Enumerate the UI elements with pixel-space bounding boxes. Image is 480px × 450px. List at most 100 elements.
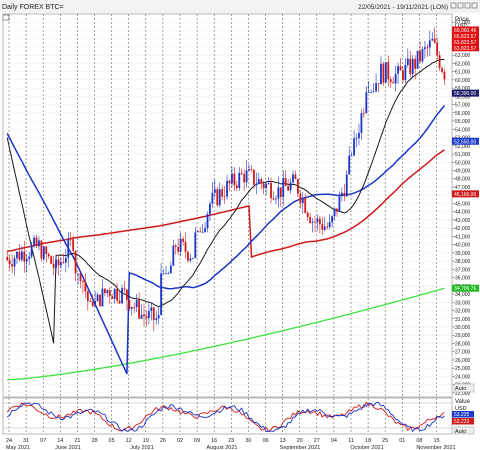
x-day-label: 09 (194, 438, 200, 444)
oscillator-badge-label: 53.225 (454, 412, 470, 418)
candle-body (411, 58, 414, 74)
x-day-label: 05 (109, 438, 115, 444)
ma-mid-line (6, 105, 446, 375)
candle-body (145, 316, 148, 319)
candle-body (421, 49, 424, 62)
candle-body (179, 238, 182, 252)
candle-body (328, 222, 331, 228)
candle-body (177, 247, 180, 252)
price-tick-label: 60,000 (455, 78, 471, 84)
price-panel[interactable] (2, 13, 453, 398)
x-day-label: 24 (6, 438, 12, 444)
oscillator-badge (452, 418, 474, 425)
candle-body (23, 251, 26, 262)
candle-body (157, 315, 160, 319)
candle-body (72, 239, 75, 251)
price-badge-label: 46,166.00 (454, 192, 476, 198)
candle-body (416, 50, 419, 69)
candle-body (228, 180, 231, 184)
candle-body (262, 183, 265, 189)
candle-body (240, 172, 243, 175)
candle-body (270, 182, 272, 199)
candle-body (104, 288, 106, 293)
price-badge (452, 89, 479, 97)
candle-body (182, 238, 184, 242)
price-tick-label: 32,000 (455, 309, 471, 315)
candle-body (64, 257, 67, 263)
price-badge (452, 284, 479, 292)
header-toolbar-icons[interactable] (2, 2, 478, 21)
x-axis-day-labels: 24 31 07 14 21 28 05 12 19 26 02 09 16 23 30 06 13 20 27 04… (6, 438, 440, 444)
candle-body (196, 231, 199, 233)
price-tick-label: 61,000 (455, 70, 471, 76)
x-day-label: 04 (331, 438, 337, 444)
candle-body (96, 294, 99, 302)
candle-body (74, 250, 77, 274)
oscillator-auto-button[interactable]: Auto (455, 429, 466, 435)
price-tick-label: 63,000 (455, 53, 471, 59)
price-auto-button[interactable]: Auto (455, 386, 466, 392)
candle-body (35, 237, 38, 247)
candle-body (297, 178, 299, 194)
candle-body (6, 256, 9, 261)
candle-body (25, 259, 28, 262)
price-tick-label: 49,000 (455, 168, 471, 174)
price-tick-label: 38,000 (455, 259, 471, 265)
candle-body (367, 92, 370, 94)
price-tick-label: 33,000 (455, 300, 471, 306)
candle-body (216, 189, 219, 206)
x-day-label: 23 (228, 438, 234, 444)
candle-body (69, 238, 72, 240)
candle-body (191, 258, 194, 259)
price-badge (452, 190, 479, 198)
chart-title: Daily FOREX BTC= (2, 4, 64, 11)
candle-body (130, 307, 133, 309)
candle-body (20, 251, 23, 260)
price-tick-label: 28,000 (455, 341, 471, 347)
candle-body (253, 169, 255, 185)
candle-body (160, 273, 162, 316)
candle-body (57, 259, 60, 266)
candle-body (111, 296, 114, 299)
candle-body (233, 173, 236, 186)
candle-body (101, 288, 104, 307)
candle-body (118, 300, 121, 304)
candle-body (360, 113, 363, 133)
oscillator-axis-unit: USD (455, 406, 467, 412)
candle-body (184, 241, 187, 253)
candle-body (67, 238, 70, 258)
price-tick-label: 34,000 (455, 292, 471, 298)
candle-body (204, 228, 206, 233)
price-tick-label: 45,000 (455, 201, 471, 207)
price-tick-label: 39,000 (455, 251, 471, 257)
candle-body (165, 273, 167, 275)
price-tick-label: 55,000 (455, 119, 471, 125)
price-badges: 66,060.4665,823.5763,823.5763,823.5758,3… (452, 26, 479, 292)
candle-body (218, 189, 221, 206)
price-tick-label: 54,000 (455, 127, 471, 133)
x-month-label: June 2021 (55, 445, 81, 450)
price-tick-label: 52,000 (455, 144, 471, 150)
price-badge-label: 34,706.76 (454, 286, 476, 292)
price-tick-label: 40,000 (455, 243, 471, 249)
candle-body (370, 92, 373, 94)
candle-body (304, 198, 307, 213)
price-tick-label: 37,000 (455, 267, 471, 273)
price-tick-label: 30,000 (455, 325, 471, 331)
candle-body (309, 216, 312, 223)
candle-body (245, 170, 248, 183)
candle-body (28, 256, 31, 260)
x-day-label: 08 (416, 438, 422, 444)
candle-body (11, 264, 13, 267)
candle-body (299, 193, 302, 203)
candle-body (340, 192, 343, 196)
x-day-label: 20 (297, 438, 303, 444)
candle-body (345, 174, 348, 197)
candle-body (77, 273, 79, 275)
price-axis-label: Price (455, 17, 469, 23)
candle-body (394, 73, 397, 84)
price-badge (452, 137, 479, 145)
candle-body (284, 178, 287, 187)
x-day-label: 02 (177, 438, 183, 444)
price-tick-label: 42,000 (455, 226, 471, 232)
